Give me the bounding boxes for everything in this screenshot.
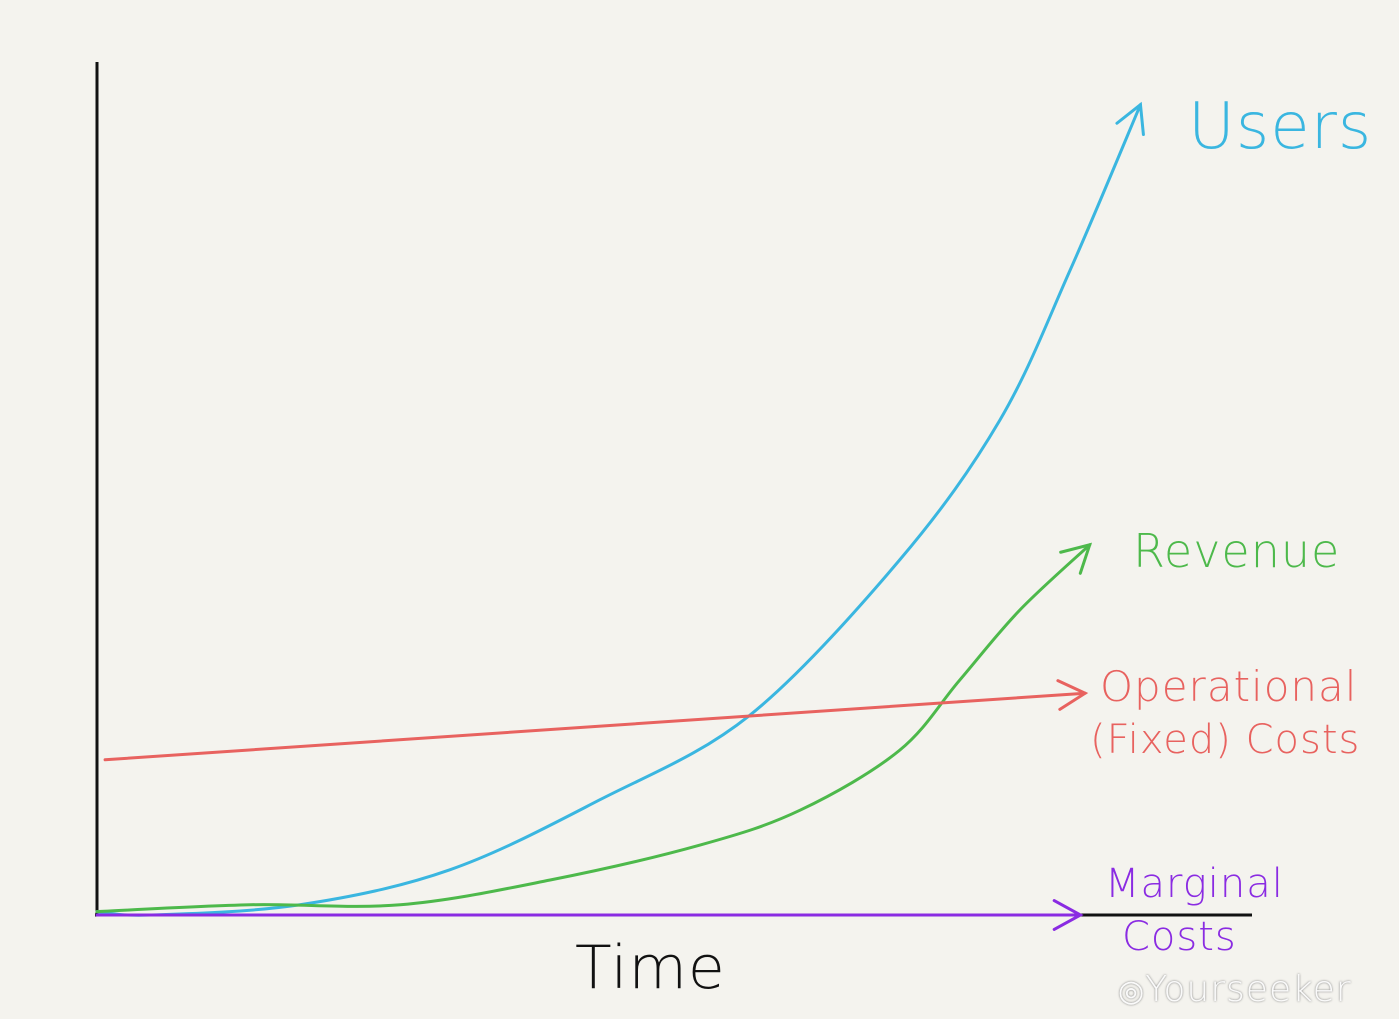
x-axis-label: Time xyxy=(575,933,726,1003)
series-label-marginal-2: Costs xyxy=(1122,914,1237,960)
arrowhead-icon xyxy=(1115,101,1145,137)
series-label-marginal: Marginal xyxy=(1105,861,1284,907)
series-line-revenue xyxy=(95,543,1092,914)
watermark-text: Yourseeker xyxy=(1145,969,1352,1010)
series-label-operational-2: (Fixed) Costs xyxy=(1090,717,1361,763)
series-line-operational-fixed-costs xyxy=(103,691,1087,762)
arrowhead-icon xyxy=(1059,542,1093,575)
series-label-users: Users xyxy=(1188,90,1373,164)
arrowhead-icon xyxy=(1052,899,1084,931)
arrowhead-icon xyxy=(1056,679,1089,711)
series-line-users xyxy=(95,103,1142,917)
watermark: ◎Yourseeker xyxy=(1118,970,1352,1010)
series-label-operational: Operational xyxy=(1100,662,1358,711)
wechat-icon: ◎ xyxy=(1118,974,1146,1009)
series-label-revenue: Revenue xyxy=(1133,524,1341,578)
